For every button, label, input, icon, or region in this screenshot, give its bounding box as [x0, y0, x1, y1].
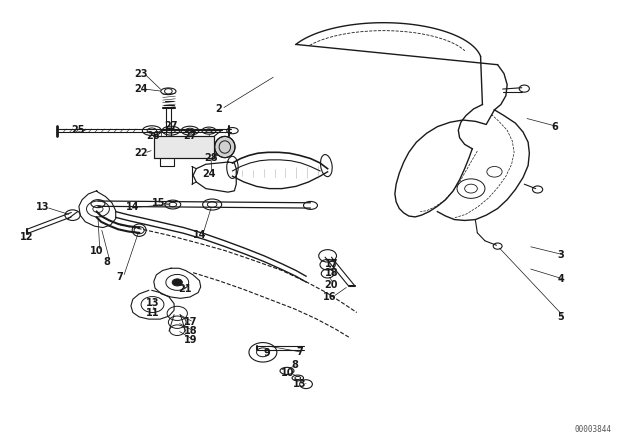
Text: 15: 15 — [152, 198, 165, 208]
Text: 10: 10 — [90, 246, 104, 256]
Text: 17: 17 — [184, 317, 197, 327]
Text: 7: 7 — [116, 272, 124, 282]
Text: 8: 8 — [291, 360, 298, 370]
Text: 18: 18 — [184, 326, 197, 336]
Text: 19: 19 — [184, 335, 197, 345]
Text: 8: 8 — [104, 257, 110, 267]
Text: 27: 27 — [164, 121, 178, 131]
Text: 23: 23 — [134, 69, 148, 78]
Text: 13: 13 — [36, 202, 49, 212]
Text: 00003844: 00003844 — [575, 425, 612, 434]
Text: 20: 20 — [324, 280, 338, 289]
Text: 13: 13 — [293, 379, 307, 389]
Text: 3: 3 — [557, 250, 564, 260]
Text: 14: 14 — [126, 202, 140, 212]
Text: 6: 6 — [552, 122, 558, 132]
Text: 2: 2 — [215, 104, 222, 114]
Bar — [154, 136, 214, 158]
Text: 12: 12 — [20, 232, 34, 242]
Text: 26: 26 — [147, 130, 160, 141]
Text: 24: 24 — [202, 169, 216, 180]
Text: 25: 25 — [71, 125, 84, 135]
Text: 18: 18 — [324, 267, 338, 278]
Bar — [154, 136, 214, 158]
Text: 11: 11 — [147, 308, 160, 319]
Text: 14: 14 — [193, 230, 206, 240]
Text: 22: 22 — [134, 148, 148, 158]
Text: 9: 9 — [263, 348, 270, 358]
Text: 27: 27 — [183, 130, 196, 141]
Text: 10: 10 — [281, 368, 294, 378]
Text: 24: 24 — [134, 84, 148, 94]
Text: 5: 5 — [557, 312, 564, 322]
Text: 16: 16 — [323, 292, 336, 302]
Text: 7: 7 — [296, 347, 303, 358]
Text: 4: 4 — [557, 274, 564, 284]
Text: 17: 17 — [324, 259, 338, 269]
Text: 13: 13 — [147, 298, 160, 308]
Circle shape — [172, 279, 182, 286]
Text: 21: 21 — [178, 284, 191, 294]
Text: 28: 28 — [204, 153, 218, 163]
Ellipse shape — [214, 136, 235, 158]
